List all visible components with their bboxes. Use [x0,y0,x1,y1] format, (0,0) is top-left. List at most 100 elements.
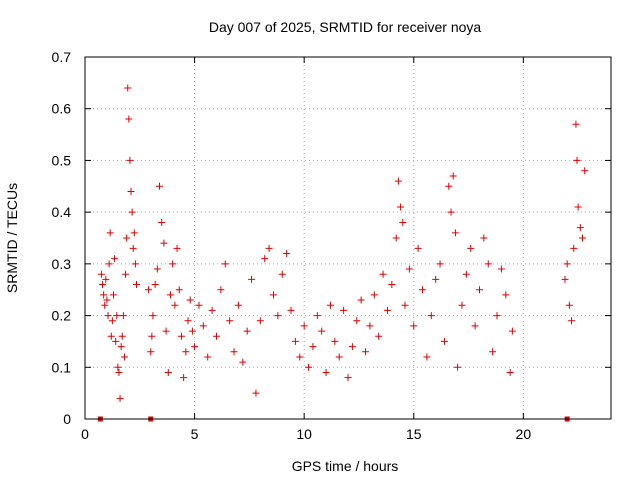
data-point [230,348,238,356]
data-point [111,255,119,263]
data-point [362,348,370,356]
data-point [127,187,135,195]
data-point [397,203,405,211]
data-point [561,275,569,283]
data-point [445,182,453,190]
data-point [318,327,326,335]
data-point [265,244,273,252]
data-point [184,317,192,325]
data-point [115,368,123,376]
data-point [102,275,110,283]
data-point [182,348,190,356]
data-point [226,317,234,325]
data-point [449,172,457,180]
data-point [221,260,229,268]
data-point [130,229,138,237]
y-tick-label: 0.4 [52,204,72,220]
data-point [581,167,589,175]
data-point [497,265,505,273]
data-point [117,343,125,351]
data-point [129,244,137,252]
grid-lines [85,57,611,419]
data-point [278,270,286,278]
data-point [128,208,136,216]
data-point [574,203,582,211]
data-point [123,234,131,242]
data-point [576,224,584,232]
data-point [508,327,516,335]
plot-frame [84,56,612,420]
data-point [99,281,107,289]
data-point [370,291,378,299]
data-point [432,275,440,283]
data-point [145,286,153,294]
data-point [344,374,352,382]
data-point [107,332,115,340]
data-point [447,208,455,216]
data-point [105,260,113,268]
data-point [283,250,291,258]
data-point [383,306,391,314]
data-point [502,291,510,299]
data-point [243,327,251,335]
data-point [186,296,194,304]
data-point [366,322,374,330]
data-point [405,265,413,273]
data-point [296,353,304,361]
data-point [340,306,348,314]
data-point [401,301,409,309]
x-tick-label: 0 [81,426,89,442]
data-point [348,343,356,351]
data-point [169,260,177,268]
data-point [158,218,166,226]
data-point [326,301,334,309]
chart-title: Day 007 of 2025, SRMTID for receiver noy… [209,19,482,35]
y-tick-label: 0 [63,411,71,427]
data-point [108,317,116,325]
data-point [106,229,114,237]
data-point [419,286,427,294]
data-point [313,312,321,320]
data-point [191,343,199,351]
data-point [394,177,402,185]
data-point [133,281,141,289]
data-point [489,348,497,356]
data-point [125,115,133,123]
data-point [506,368,514,376]
data-point [160,239,168,247]
data-point [331,337,339,345]
data-point [335,353,343,361]
data-point [305,363,313,371]
data-point [208,306,216,314]
data-point [440,337,448,345]
y-axis-label: SRMTID / TECUs [4,183,20,293]
data-point [113,312,121,320]
data-point [573,156,581,164]
data-point [410,322,418,330]
x-tick-label: 5 [191,426,199,442]
data-point [162,327,170,335]
data-point [177,332,185,340]
data-point [148,332,156,340]
data-point [173,244,181,252]
data-point [287,306,295,314]
y-tick-label: 0.2 [52,308,72,324]
data-point [239,358,247,366]
data-point [217,286,225,294]
data-point [151,281,159,289]
x-tick-label: 10 [296,426,312,442]
data-point [124,84,132,92]
data-point [291,337,299,345]
data-point [131,260,139,268]
data-point [261,255,269,263]
data-point [458,301,466,309]
data-point [153,265,161,273]
data-point [375,332,383,340]
x-tick-label: 15 [406,426,422,442]
data-point [274,312,282,320]
data-point [357,296,365,304]
data-point [213,332,220,340]
data-point [476,286,483,294]
data-point [467,244,475,252]
